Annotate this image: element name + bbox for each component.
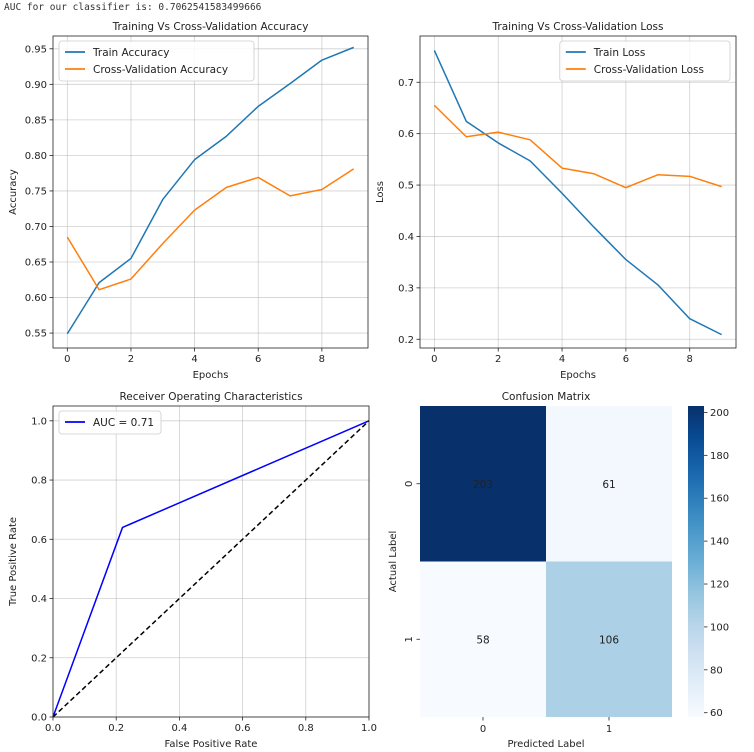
legend: Train Accuracy Cross-Validation Accuracy: [58, 40, 255, 82]
y-tick-label: 0.4: [31, 594, 47, 605]
y-tick-label: 0.8: [31, 476, 47, 487]
x-tick-label: 6: [623, 354, 629, 365]
x-tick-label: 0.8: [298, 723, 314, 734]
y-tick-label: 0.4: [398, 232, 414, 243]
y-tick-label: 0.55: [25, 329, 47, 340]
x-tick-label: 0.0: [45, 723, 61, 734]
x-tick-label: 2: [128, 354, 134, 365]
y-axis-label: Loss: [375, 181, 386, 203]
colorbar-tick-label: 100: [710, 622, 729, 633]
auc-output-text: AUC for our classifier is: 0.70625415834…: [4, 2, 262, 13]
y-tick-label: 0.3: [398, 283, 414, 294]
axes-frame: [52, 35, 369, 349]
cell-value-label: 106: [599, 634, 619, 646]
y-tick-label: 0.60: [25, 293, 47, 304]
x-tick-label: 1.0: [361, 723, 377, 734]
legend-label: AUC = 0.71: [93, 417, 154, 429]
chart-3: 203 61 58 106 0 1 0 1 Confusion Matrix Predicted …: [388, 391, 729, 750]
series-line-train-accuracy: [66, 46, 354, 335]
cell-value-label: 58: [476, 634, 489, 646]
x-axis-label: Predicted Label: [507, 739, 584, 750]
x-tick-label: 0: [64, 354, 70, 365]
series-line-cross-validation-loss: [433, 104, 722, 189]
y-tick-label: 0: [404, 481, 415, 487]
x-axis-label: False Positive Rate: [165, 739, 258, 750]
x-tick-label: 0.4: [171, 723, 187, 734]
colorbar-tick-label: 80: [710, 665, 723, 676]
legend-box: [559, 40, 731, 82]
colorbar: [688, 406, 704, 717]
colorbar-tick-label: 60: [710, 708, 723, 719]
y-tick-label: 0.80: [25, 151, 47, 162]
y-tick-label: 0.5: [398, 181, 414, 192]
legend: Train Loss Cross-Validation Loss: [559, 40, 731, 82]
legend-label: Cross-Validation Accuracy: [93, 64, 228, 76]
heatmap-cell: [546, 406, 672, 562]
x-tick-label: 0.2: [108, 723, 124, 734]
y-tick-label: 0.90: [25, 80, 47, 91]
axes-frame: [52, 405, 370, 718]
y-tick-label: 0.6: [31, 535, 47, 546]
y-tick-label: 0.95: [25, 44, 47, 55]
chart-title: Training Vs Cross-Validation Loss: [492, 21, 664, 33]
x-tick-label: 1: [606, 724, 612, 735]
x-tick-label: 6: [255, 354, 261, 365]
x-tick-label: 8: [319, 354, 325, 365]
y-tick-label: 0.7: [398, 78, 414, 89]
legend-box: [58, 410, 162, 435]
heatmap-cell: [546, 561, 672, 717]
x-tick-label: 0: [480, 724, 486, 735]
axes-frame: [419, 35, 737, 349]
y-tick-label: 1: [404, 636, 415, 642]
y-tick-label: 0.2: [398, 335, 414, 346]
y-tick-label: 0.85: [25, 115, 47, 126]
chart-2: 0.0 0.2 0.4 0.6 0.8 1.0 0.0 0.2 0.4 0.6 0.8 1.0 Rece…: [8, 391, 377, 750]
legend-label: Train Accuracy: [92, 47, 169, 59]
legend-box: [58, 40, 255, 82]
y-tick-label: 0.2: [31, 653, 47, 664]
legend: AUC = 0.71: [58, 410, 162, 435]
legend-label: Train Loss: [593, 47, 646, 59]
colorbar-tick-label: 180: [710, 451, 729, 462]
colorbar-tick-label: 160: [710, 494, 729, 505]
y-tick-label: 1.0: [31, 416, 47, 427]
chart-0: 0 2 4 6 8 0.55 0.60 0.65 0.70 0.75 0.80 0.85 0.90 0.9…: [8, 21, 369, 381]
heatmap-cell: [420, 406, 546, 562]
y-axis-label: Accuracy: [8, 169, 19, 215]
y-axis-label: Actual Label: [388, 531, 399, 592]
series-line-cross-validation-accuracy: [66, 168, 355, 291]
chart-title: Confusion Matrix: [502, 391, 591, 403]
x-tick-label: 0.6: [235, 723, 251, 734]
chart-title: Receiver Operating Characteristics: [119, 391, 302, 403]
x-tick-label: 4: [191, 354, 197, 365]
y-tick-label: 0.75: [25, 186, 47, 197]
series-line-chance: [52, 420, 370, 718]
colorbar-tick-label: 200: [710, 408, 729, 419]
y-tick-label: 0.70: [25, 222, 47, 233]
x-axis-label: Epochs: [560, 370, 596, 381]
legend-label: Cross-Validation Loss: [594, 64, 704, 76]
y-axis-label: True Positive Rate: [8, 517, 19, 607]
series-line-train-loss: [433, 50, 722, 336]
cell-value-label: 61: [602, 479, 615, 491]
heatmap-cell: [420, 561, 546, 717]
y-tick-label: 0.0: [31, 713, 47, 724]
chart-title: Training Vs Cross-Validation Accuracy: [112, 21, 309, 33]
x-axis-label: Epochs: [193, 370, 229, 381]
x-tick-label: 4: [559, 354, 565, 365]
x-tick-label: 2: [495, 354, 501, 365]
colorbar-tick-label: 120: [710, 580, 729, 591]
x-tick-label: 0: [431, 354, 437, 365]
cell-value-label: 203: [473, 479, 493, 491]
y-tick-label: 0.6: [398, 129, 414, 140]
x-tick-label: 8: [687, 354, 693, 365]
series-line-auc-0-71: [52, 420, 370, 718]
chart-1: 0 2 4 6 8 0.2 0.3 0.4 0.5 0.6 0.7 Training Vs Cross…: [375, 21, 737, 381]
y-tick-label: 0.65: [25, 258, 47, 269]
colorbar-tick-label: 140: [710, 537, 729, 548]
